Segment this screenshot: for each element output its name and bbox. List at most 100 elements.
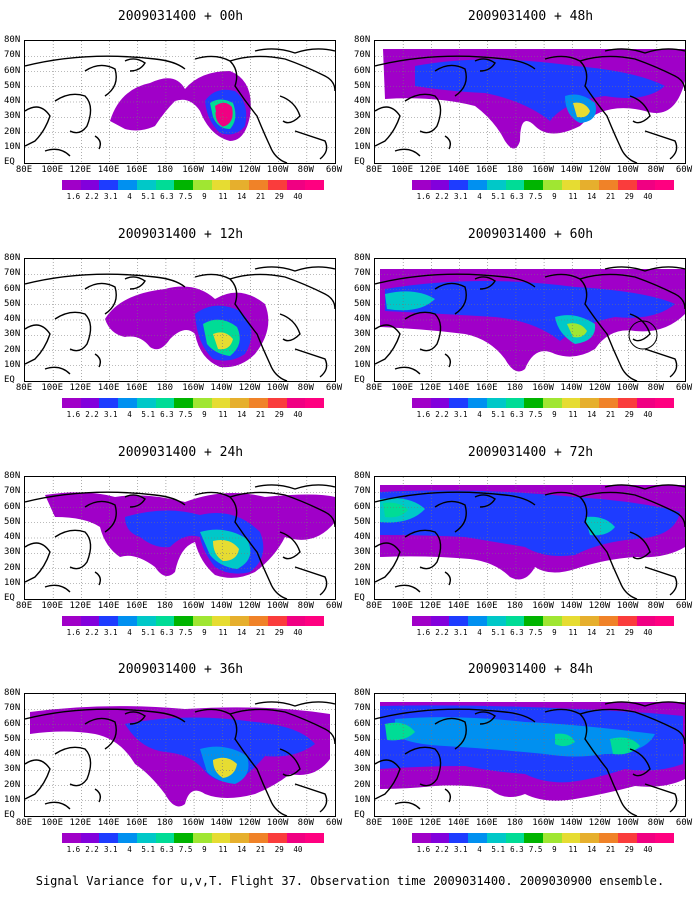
latitude-label: 10N (354, 794, 371, 805)
colorbar-level-label: 7.5 (178, 628, 193, 637)
colorbar-swatch (561, 833, 581, 843)
colorbar-level-label: 7.5 (528, 845, 543, 854)
colorbar-level-label: 7.5 (528, 192, 543, 201)
colorbar-level-label: 3.1 (454, 410, 468, 419)
coastline (194, 708, 288, 816)
coastline (254, 701, 335, 707)
colorbar-level-label: 6.3 (160, 628, 174, 637)
coastline (404, 93, 442, 134)
colorbar-swatch (62, 398, 81, 408)
coastline (124, 58, 146, 72)
coastline (375, 759, 401, 800)
colorbar-level-label: 1.6 (416, 410, 431, 419)
colorbar-swatch (174, 398, 194, 408)
latitude-label: 40N (354, 314, 371, 324)
coastline (444, 353, 452, 368)
latitude-label: 60N (354, 718, 371, 729)
longitude-label: 100W (266, 601, 289, 611)
longitude-label: 140W (210, 383, 233, 393)
coastline (434, 717, 467, 750)
latitude-label: 70N (354, 703, 371, 714)
colorbar-level-label: 4 (127, 192, 132, 201)
coastline (394, 584, 421, 593)
longitude-label: 160W (182, 165, 204, 175)
coastline (54, 93, 92, 134)
colorbar-swatch (118, 833, 137, 843)
colorbar-swatch (599, 398, 618, 408)
coastline (444, 571, 452, 586)
colorbar-level-label: 40 (643, 410, 653, 419)
longitude-label: 140W (560, 601, 583, 611)
colorbar-swatch (230, 616, 250, 626)
longitude-label: 160W (532, 383, 554, 393)
latitude-label: 50N (4, 733, 21, 744)
coastline (44, 148, 71, 157)
map-svg (25, 41, 335, 163)
latitude-label: 80N (4, 471, 21, 481)
colorbar-level-label: 11 (218, 192, 228, 201)
coastline (579, 273, 685, 310)
colorbar-level-label: 6.3 (510, 410, 524, 419)
colorbar-swatch (193, 398, 212, 408)
colorbar-level-label: 29 (624, 410, 634, 419)
longitude-label: 180 (156, 601, 174, 611)
longitude-label: 60W (675, 818, 693, 828)
longitude-label: 80W (297, 818, 314, 828)
longitude-label: 140E (447, 383, 470, 393)
latitude-label: 30N (354, 111, 371, 122)
longitude-label: 80E (15, 818, 33, 828)
coastline (194, 273, 288, 381)
colorbar-swatch (286, 616, 306, 626)
colorbar-level-label: 29 (624, 845, 634, 854)
map-area (24, 476, 336, 600)
coastline (644, 348, 678, 378)
colorbar-level-label: 3.1 (454, 628, 468, 637)
colorbar-level-label: 40 (293, 192, 303, 201)
longitude-label: 140E (447, 165, 470, 175)
coastline (434, 500, 467, 533)
latitude-label: 10N (354, 359, 371, 370)
colorbar-swatch (617, 398, 637, 408)
coastline (444, 788, 452, 803)
latitude-label: 70N (4, 50, 21, 61)
longitude-label: 80E (15, 165, 33, 175)
coastline (474, 58, 496, 72)
colorbar-level-label: 3.1 (104, 192, 118, 201)
colorbar-level-label: 6.3 (510, 192, 524, 201)
longitude-label: 60W (325, 165, 343, 175)
longitude-label: 120E (419, 818, 442, 828)
colorbar-swatch (636, 616, 656, 626)
longitude-label: 160W (532, 601, 554, 611)
latitude-label: 20N (4, 344, 21, 355)
coastline (25, 542, 51, 583)
longitude-label: 120E (69, 383, 92, 393)
longitude-label: 100W (266, 818, 289, 828)
colorbar-swatch (468, 180, 487, 190)
coastline (375, 55, 536, 70)
longitude-label: 80W (647, 818, 664, 828)
colorbar (62, 833, 325, 843)
colorbar (62, 180, 325, 190)
colorbar-level-label: 3.1 (104, 845, 118, 854)
colorbar-level-label: 1.6 (66, 628, 81, 637)
coastline (84, 500, 117, 533)
colorbar-level-label: 21 (255, 628, 266, 637)
colorbar-level-label: 14 (237, 628, 247, 637)
coastline (394, 801, 421, 810)
coastline (375, 324, 401, 365)
longitude-label: 180 (506, 383, 524, 393)
colorbar-level-label: 29 (274, 845, 284, 854)
colorbar-level-label: 9 (552, 628, 557, 637)
coastline (294, 130, 328, 160)
colorbar-swatch (430, 180, 450, 190)
colorbar-level-label: 7.5 (528, 628, 543, 637)
colorbar-swatch (655, 616, 675, 626)
variance-contour-fill (213, 332, 233, 350)
longitude-label: 100W (616, 818, 639, 828)
colorbar-level-label: 3.1 (454, 192, 468, 201)
longitude-label: 100E (391, 165, 414, 175)
longitude-label: 100W (616, 165, 639, 175)
colorbar-swatch (174, 833, 194, 843)
colorbar-swatch (249, 616, 268, 626)
colorbar-swatch (655, 180, 675, 190)
